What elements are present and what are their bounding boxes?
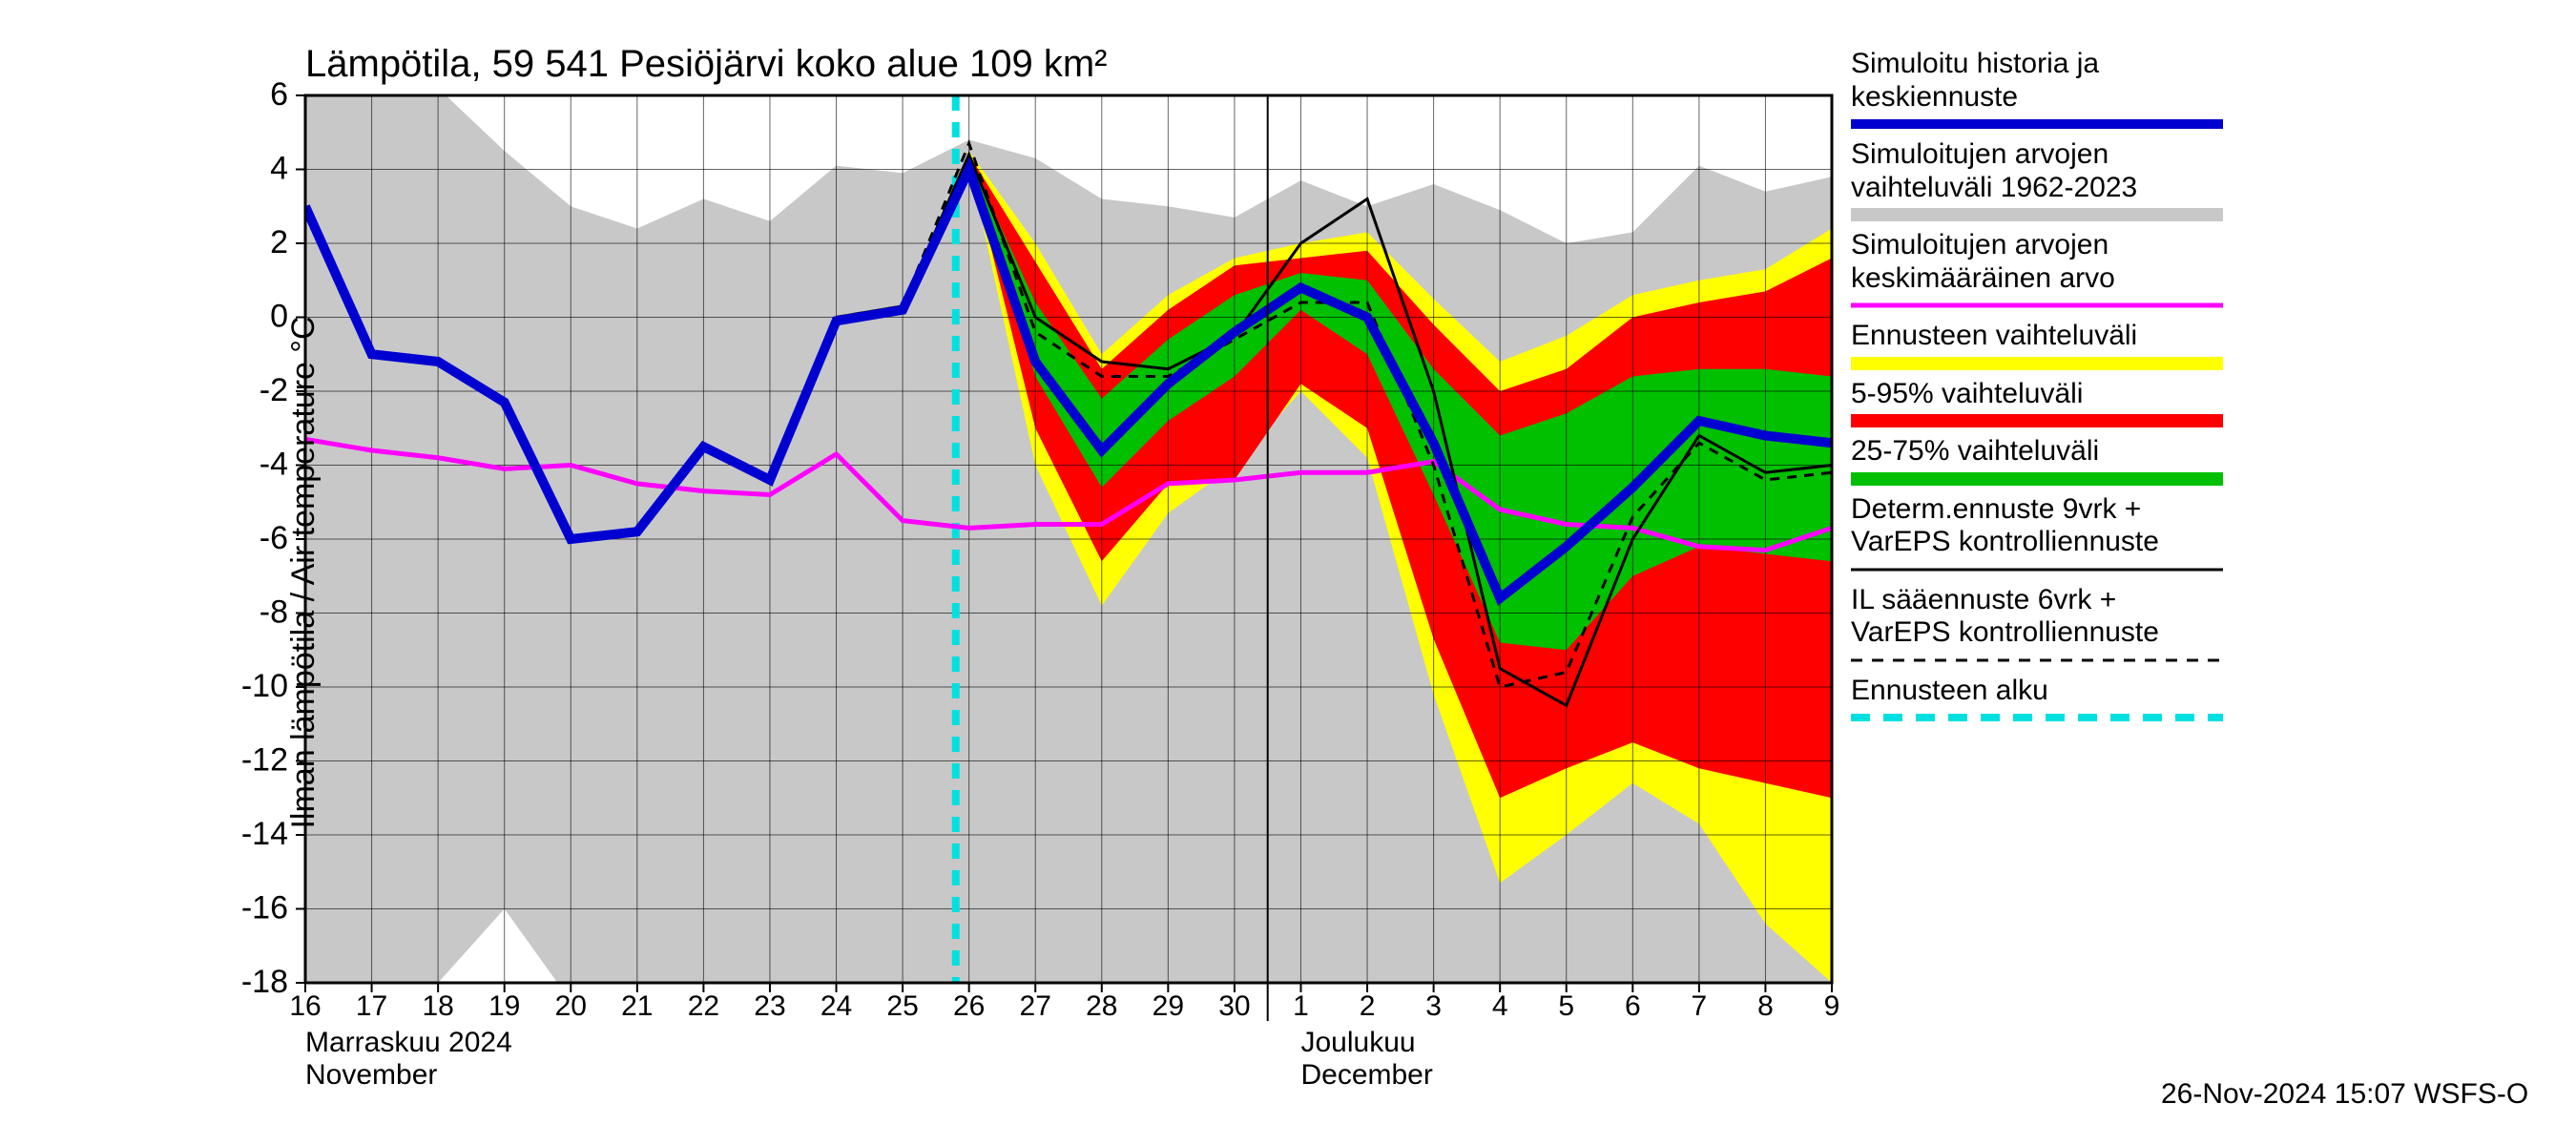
legend-entry: IL sääennuste 6vrk + VarEPS kontrollienn… xyxy=(1851,584,2347,667)
svg-text:6: 6 xyxy=(1625,990,1641,1022)
svg-text:November: November xyxy=(305,1059,437,1091)
svg-text:24: 24 xyxy=(821,990,852,1022)
legend-text: Simuloitu historia ja xyxy=(1851,48,2347,81)
legend-swatch xyxy=(1851,654,2223,667)
legend-swatch xyxy=(1851,357,2223,370)
chart-title: Lämpötila, 59 541 Pesiöjärvi koko alue 1… xyxy=(305,43,1107,86)
legend-swatch xyxy=(1851,208,2223,221)
svg-text:4: 4 xyxy=(1492,990,1508,1022)
svg-text:29: 29 xyxy=(1153,990,1184,1022)
svg-text:-4: -4 xyxy=(260,447,288,483)
svg-text:20: 20 xyxy=(555,990,587,1022)
svg-text:-18: -18 xyxy=(241,964,288,1000)
svg-text:3: 3 xyxy=(1425,990,1442,1022)
svg-text:22: 22 xyxy=(688,990,719,1022)
svg-text:4: 4 xyxy=(270,151,288,187)
legend-text: Simuloitujen arvojen xyxy=(1851,138,2347,172)
svg-text:8: 8 xyxy=(1757,990,1774,1022)
legend-text: Ennusteen alku xyxy=(1851,675,2347,708)
page: { "chart": { "type": "line-area-forecast… xyxy=(0,0,2576,1145)
footer-date: 26-Nov-2024 15:07 WSFS-O xyxy=(2161,1078,2528,1111)
legend-text: keskimääräinen arvo xyxy=(1851,262,2347,296)
legend: Simuloitu historia jakeskiennusteSimuloi… xyxy=(1851,48,2347,732)
svg-text:-12: -12 xyxy=(241,742,288,779)
legend-entry: Simuloitu historia jakeskiennuste xyxy=(1851,48,2347,131)
svg-text:23: 23 xyxy=(754,990,785,1022)
y-axis-label: Ilman lämpötila / Air temperature °C xyxy=(285,316,322,828)
legend-entry: 25-75% vaihteluväli xyxy=(1851,435,2347,486)
legend-entry: 5-95% vaihteluväli xyxy=(1851,378,2347,428)
legend-text: VarEPS kontrolliennuste xyxy=(1851,616,2347,650)
svg-text:19: 19 xyxy=(488,990,520,1022)
svg-text:-6: -6 xyxy=(260,520,288,556)
svg-text:-2: -2 xyxy=(260,372,288,408)
svg-text:21: 21 xyxy=(621,990,653,1022)
svg-text:1: 1 xyxy=(1293,990,1309,1022)
legend-swatch xyxy=(1851,711,2223,724)
legend-text: VarEPS kontrolliennuste xyxy=(1851,526,2347,559)
legend-text: 5-95% vaihteluväli xyxy=(1851,378,2347,411)
svg-text:26: 26 xyxy=(953,990,985,1022)
svg-text:-16: -16 xyxy=(241,890,288,926)
legend-swatch xyxy=(1851,414,2223,427)
svg-text:17: 17 xyxy=(356,990,387,1022)
svg-text:2: 2 xyxy=(270,224,288,260)
svg-text:-10: -10 xyxy=(241,668,288,704)
legend-swatch xyxy=(1851,563,2223,576)
legend-text: 25-75% vaihteluväli xyxy=(1851,435,2347,468)
legend-text: vaihteluväli 1962-2023 xyxy=(1851,172,2347,205)
svg-text:December: December xyxy=(1300,1059,1432,1091)
svg-text:25: 25 xyxy=(886,990,918,1022)
legend-entry: Simuloitujen arvojenvaihteluväli 1962-20… xyxy=(1851,138,2347,221)
legend-text: Ennusteen vaihteluväli xyxy=(1851,320,2347,353)
svg-text:-8: -8 xyxy=(260,594,288,631)
svg-text:Joulukuu: Joulukuu xyxy=(1300,1027,1415,1058)
svg-text:30: 30 xyxy=(1218,990,1250,1022)
svg-text:6: 6 xyxy=(270,76,288,113)
legend-swatch xyxy=(1851,299,2223,312)
legend-swatch xyxy=(1851,117,2223,131)
svg-text:9: 9 xyxy=(1824,990,1840,1022)
svg-text:28: 28 xyxy=(1086,990,1117,1022)
legend-text: Determ.ennuste 9vrk + xyxy=(1851,493,2347,527)
legend-entry: Determ.ennuste 9vrk +VarEPS kontrollienn… xyxy=(1851,493,2347,576)
svg-text:2: 2 xyxy=(1360,990,1376,1022)
svg-text:7: 7 xyxy=(1692,990,1708,1022)
svg-text:16: 16 xyxy=(289,990,321,1022)
legend-text: Simuloitujen arvojen xyxy=(1851,229,2347,262)
svg-text:-14: -14 xyxy=(241,816,288,852)
legend-swatch xyxy=(1851,472,2223,486)
legend-entry: Simuloitujen arvojenkeskimääräinen arvo xyxy=(1851,229,2347,312)
svg-text:5: 5 xyxy=(1558,990,1574,1022)
legend-text: keskiennuste xyxy=(1851,81,2347,114)
svg-text:27: 27 xyxy=(1020,990,1051,1022)
svg-text:Marraskuu 2024: Marraskuu 2024 xyxy=(305,1027,512,1058)
svg-text:18: 18 xyxy=(422,990,453,1022)
legend-entry: Ennusteen alku xyxy=(1851,675,2347,725)
legend-text: IL sääennuste 6vrk + xyxy=(1851,584,2347,617)
legend-entry: Ennusteen vaihteluväli xyxy=(1851,320,2347,370)
